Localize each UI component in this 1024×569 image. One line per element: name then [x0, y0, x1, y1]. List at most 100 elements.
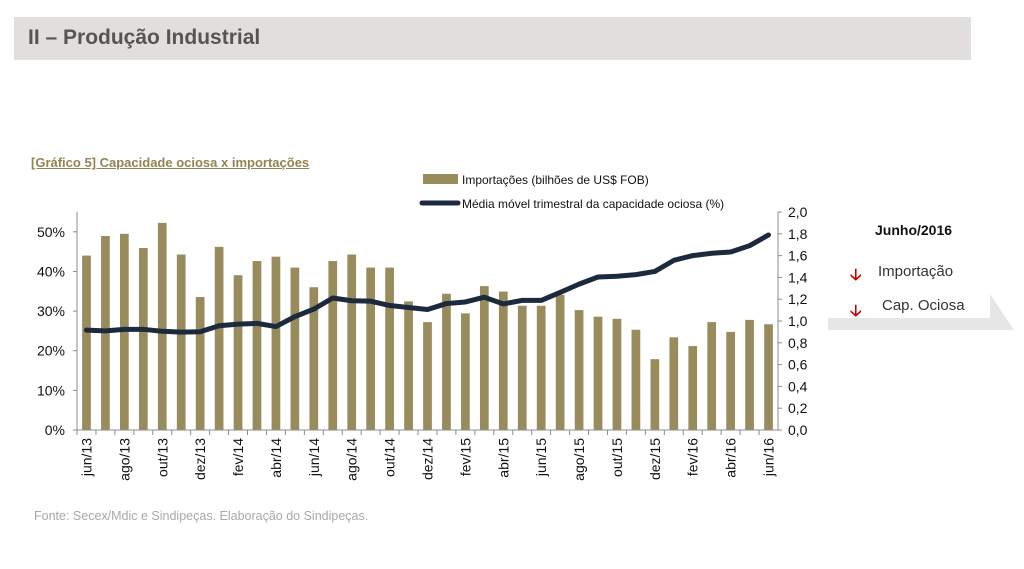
header-band: II – Produção Industrial: [14, 17, 971, 60]
point-capacidade-ociosa: [444, 301, 449, 306]
x-axis-tick-label: ago/14: [344, 438, 360, 481]
point-capacidade-ociosa: [254, 321, 260, 326]
callout-panel: [818, 208, 990, 318]
bar-importacoes: [82, 255, 91, 430]
point-capacidade-ociosa: [501, 301, 506, 307]
bar-importacoes: [176, 254, 186, 430]
x-axis-tick-label: ago/15: [571, 438, 587, 481]
point-capacidade-ociosa: [520, 298, 525, 303]
point-capacidade-ociosa: [709, 251, 714, 256]
point-capacidade-ociosa: [576, 281, 582, 287]
x-axis-tick-label: jun/15: [533, 438, 549, 477]
legend-label-capacidade: Média móvel trimestral da capacidade oci…: [462, 197, 724, 211]
x-axis-tick-label: out/14: [382, 438, 398, 477]
point-capacidade-ociosa: [122, 327, 127, 332]
right-axis-tick-label: 1,0: [788, 313, 808, 329]
point-capacidade-ociosa: [311, 306, 317, 312]
point-capacidade-ociosa: [216, 323, 222, 328]
point-capacidade-ociosa: [671, 258, 676, 263]
chart-title: [Gráfico 5] Capacidade ociosa x importaç…: [31, 155, 310, 170]
bar-importacoes: [688, 346, 698, 430]
point-capacidade-ociosa: [235, 321, 241, 327]
point-capacidade-ociosa: [406, 305, 411, 310]
point-capacidade-ociosa: [614, 274, 620, 279]
point-capacidade-ociosa: [728, 249, 733, 255]
bar-importacoes: [631, 329, 641, 430]
point-capacidade-ociosa: [273, 324, 279, 329]
x-axis-tick-label: abr/16: [723, 438, 739, 478]
right-axis-tick-label: 1,6: [788, 248, 808, 264]
left-axis-tick-label: 30%: [37, 303, 65, 319]
point-capacidade-ociosa: [103, 328, 108, 334]
bar-importacoes: [612, 318, 622, 430]
point-capacidade-ociosa: [463, 299, 468, 305]
point-capacidade-ociosa: [330, 295, 335, 301]
right-axis-tick-label: 0,2: [788, 400, 808, 416]
right-axis-tick-label: 1,8: [788, 226, 808, 242]
bar-importacoes: [290, 267, 300, 430]
bar-importacoes: [157, 222, 167, 430]
bar-importacoes: [404, 301, 413, 430]
left-axis-tick-label: 20%: [37, 343, 65, 359]
bar-importacoes: [574, 310, 584, 430]
right-axis-tick-label: 0,6: [788, 357, 808, 373]
bar-importacoes: [650, 359, 660, 430]
point-capacidade-ociosa: [387, 303, 392, 308]
point-capacidade-ociosa: [349, 298, 354, 303]
bar-importacoes: [423, 322, 432, 430]
point-capacidade-ociosa: [766, 232, 771, 238]
bar-importacoes: [707, 322, 717, 430]
bar-importacoes: [385, 267, 394, 430]
right-axis-tick-label: 0,4: [788, 378, 808, 394]
x-axis-tick-label: abr/15: [495, 438, 511, 478]
bar-importacoes: [593, 316, 603, 430]
point-capacidade-ociosa: [160, 329, 165, 334]
page-title: II – Produção Industrial: [28, 26, 261, 49]
x-axis-tick-label: ago/13: [116, 438, 132, 481]
x-axis-tick-label: fev/16: [685, 438, 701, 476]
bar-importacoes: [328, 261, 338, 430]
bar-importacoes: [366, 267, 376, 430]
bar-importacoes: [764, 324, 773, 430]
bar-importacoes: [517, 305, 527, 430]
left-axis-tick-label: 50%: [37, 224, 65, 240]
point-capacidade-ociosa: [425, 307, 430, 312]
bar-importacoes: [555, 294, 565, 430]
bar-importacoes: [745, 319, 754, 430]
x-axis-tick-label: out/13: [154, 438, 170, 477]
right-axis-tick-label: 0,8: [788, 335, 808, 351]
bar-importacoes: [214, 246, 224, 430]
x-axis-tick-label: jun/16: [761, 438, 777, 477]
x-axis-tick-label: dez/15: [647, 438, 663, 480]
bar-importacoes: [442, 293, 451, 430]
bar-importacoes: [233, 275, 243, 430]
bar-importacoes: [536, 305, 546, 430]
point-capacidade-ociosa: [141, 327, 146, 332]
bar-importacoes: [120, 233, 129, 430]
bar-importacoes: [461, 313, 470, 430]
point-capacidade-ociosa: [482, 295, 487, 300]
bar-importacoes: [195, 297, 205, 430]
point-capacidade-ociosa: [197, 329, 203, 334]
line-capacidade-ociosa: [83, 232, 772, 335]
x-axis-tick-label: fev/15: [457, 438, 473, 476]
x-axis-tick-label: out/15: [609, 438, 625, 477]
right-axis-tick-label: 2,0: [788, 204, 808, 220]
bar-importacoes: [252, 261, 262, 430]
x-axis-tick-label: jun/14: [306, 438, 322, 477]
right-axis-tick-label: 1,4: [788, 269, 808, 285]
point-capacidade-ociosa: [595, 274, 601, 280]
point-capacidade-ociosa: [84, 327, 89, 333]
point-capacidade-ociosa: [633, 272, 639, 277]
bar-importacoes: [479, 286, 489, 430]
source-note: Fonte: Secex/Mdic e Sindipeças. Elaboraç…: [34, 509, 369, 523]
x-axis-tick-label: fev/14: [230, 438, 246, 476]
bar-importacoes: [498, 291, 508, 430]
point-capacidade-ociosa: [179, 329, 184, 335]
bar-importacoes: [347, 254, 357, 430]
point-capacidade-ociosa: [690, 253, 695, 258]
point-capacidade-ociosa: [292, 314, 298, 319]
legend-swatch-bar: [423, 174, 458, 184]
bar-importacoes: [271, 256, 281, 430]
